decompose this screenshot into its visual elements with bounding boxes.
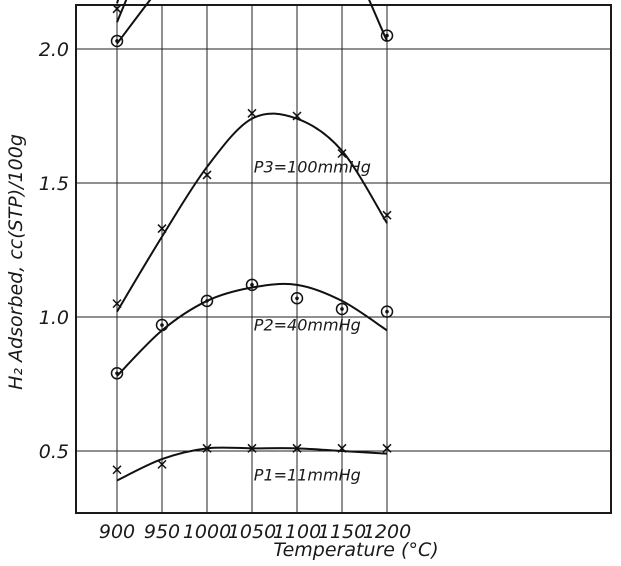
x-tick-label: 1050 — [228, 521, 276, 543]
data-point-cross — [202, 443, 212, 453]
data-point-circle — [245, 278, 259, 292]
series-label-p1: P1=11mmHg — [254, 465, 361, 484]
data-point-circle — [380, 305, 394, 318]
data-point-circle — [335, 302, 349, 316]
data-point-cross — [337, 443, 347, 453]
data-point-circle — [110, 367, 124, 380]
data-point-circle — [380, 29, 394, 42]
x-tick-label: 1150 — [318, 521, 366, 543]
y-tick-labels: 0.51.01.52.02.53.03.5 — [39, 39, 69, 463]
data-point-cross — [337, 148, 347, 159]
x-tick-label: 1100 — [273, 521, 321, 543]
marker-layer — [110, 4, 394, 475]
data-point-cross — [112, 465, 122, 475]
data-point-cross — [292, 443, 302, 453]
y-tick-label: 1.0 — [39, 307, 69, 329]
data-point-cross — [157, 224, 167, 234]
data-point-cross — [292, 111, 302, 121]
y-axis-title: H₂ Adsorbed, cc(STP)/100g — [5, 134, 27, 390]
y-tick-label: 2.0 — [39, 39, 69, 61]
data-point-cross — [382, 210, 392, 220]
x-tick-label: 1200 — [363, 521, 411, 543]
x-axis-title: Temperature (°C) — [273, 539, 438, 561]
data-point-circle — [290, 291, 304, 305]
series-line-1 — [116, 0, 120, 4]
grid-layer — [76, 5, 611, 513]
x-tick-label: 950 — [144, 521, 180, 543]
data-point-cross — [157, 459, 167, 469]
series-line-4 — [116, 112, 388, 313]
x-tick-label: 1000 — [183, 521, 231, 543]
data-point-cross — [112, 4, 122, 14]
y-tick-label: 0.5 — [39, 441, 69, 463]
data-point-cross — [247, 443, 257, 453]
data-point-cross — [112, 299, 122, 309]
plot-frame — [75, 4, 612, 514]
y-tick-label: 1.5 — [39, 173, 69, 195]
data-point-cross — [382, 443, 392, 453]
series-labels: P6=761mmHgP5=498mmHgP4=297mmHgP3=100mmHg… — [254, 157, 371, 484]
series-label-p3: P3=100mmHg — [254, 157, 371, 176]
x-tick-label: 900 — [99, 521, 135, 543]
data-point-circle — [110, 34, 124, 48]
series-label-p2: P2=40mmHg — [254, 315, 361, 334]
data-point-cross — [202, 170, 212, 180]
data-point-circle — [200, 294, 214, 308]
data-point-cross — [247, 108, 257, 118]
data-point-circle — [155, 318, 169, 332]
